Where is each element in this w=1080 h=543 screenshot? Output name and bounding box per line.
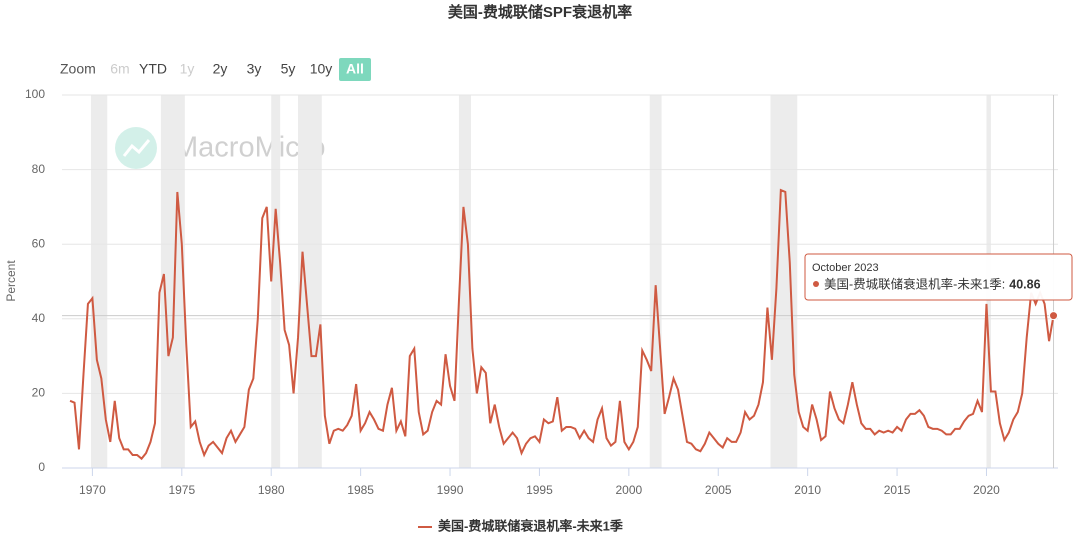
data-line bbox=[69, 188, 1055, 461]
recession-band bbox=[649, 95, 662, 468]
y-tick-label: 40 bbox=[32, 311, 46, 325]
range-button: 1y bbox=[180, 61, 195, 77]
recession-band bbox=[770, 95, 798, 468]
tooltip-marker bbox=[813, 281, 819, 287]
range-button[interactable]: 2y bbox=[213, 61, 228, 77]
x-tick-label: 1985 bbox=[347, 483, 374, 497]
watermark-icon bbox=[115, 127, 157, 169]
range-button[interactable]: 3y bbox=[247, 61, 262, 77]
y-tick-label: 0 bbox=[38, 460, 45, 474]
x-tick-label: 2005 bbox=[705, 483, 732, 497]
range-button[interactable]: 5y bbox=[281, 61, 296, 77]
tooltip-value: 40.86 bbox=[1009, 277, 1040, 291]
x-tick-label: 2010 bbox=[794, 483, 821, 497]
hover-point bbox=[1049, 311, 1059, 321]
y-tick-label: 80 bbox=[32, 162, 46, 176]
x-tick-label: 1995 bbox=[526, 483, 553, 497]
recession-band bbox=[90, 95, 108, 468]
range-button: 6m bbox=[110, 61, 129, 77]
x-tick-label: 1975 bbox=[168, 483, 195, 497]
range-button[interactable]: YTD bbox=[139, 61, 167, 77]
tooltip: October 2023 美国-费城联储衰退机率-未来1季: 40.86 bbox=[804, 253, 1073, 301]
recession-band bbox=[160, 95, 185, 468]
watermark: MacroMicro bbox=[115, 127, 325, 169]
recession-band bbox=[271, 95, 281, 468]
x-tick-label: 2020 bbox=[973, 483, 1000, 497]
zoom-label: Zoom bbox=[60, 61, 96, 77]
range-button[interactable]: 10y bbox=[310, 61, 333, 77]
range-button-bg bbox=[339, 58, 371, 81]
x-tick-label: 1970 bbox=[79, 483, 106, 497]
tooltip-title: October 2023 bbox=[812, 262, 879, 274]
y-tick-label: 100 bbox=[25, 87, 45, 101]
tooltip-box bbox=[804, 253, 1073, 301]
x-tick-label: 1990 bbox=[437, 483, 464, 497]
recession-band bbox=[298, 95, 322, 468]
legend-label[interactable]: 美国-费城联储衰退机率-未来1季 bbox=[438, 518, 623, 533]
y-tick-label: 60 bbox=[32, 236, 46, 250]
x-tick-label: 1980 bbox=[258, 483, 285, 497]
y-axis-label: Percent bbox=[4, 260, 18, 302]
tooltip-label: 美国-费城联储衰退机率-未来1季: bbox=[824, 276, 1005, 291]
x-tick-label: 2015 bbox=[884, 483, 911, 497]
chart-title: 美国-费城联储SPF衰退机率 bbox=[448, 3, 632, 21]
y-tick-label: 20 bbox=[32, 386, 46, 400]
recession-band bbox=[458, 95, 471, 468]
range-button[interactable]: All bbox=[346, 61, 364, 77]
watermark-icon-line bbox=[122, 139, 151, 157]
x-tick-label: 2000 bbox=[615, 483, 642, 497]
